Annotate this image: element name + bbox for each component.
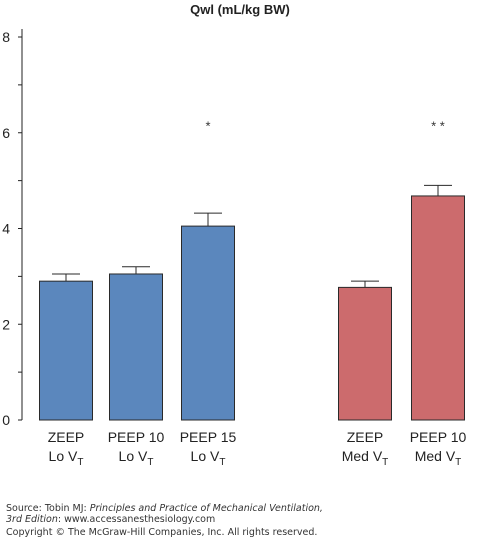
copyright-line: Copyright © The McGraw-Hill Companies, I… bbox=[6, 527, 317, 538]
edition-url: : www.accessanesthesiology.com bbox=[57, 514, 216, 525]
category-label: ZEEP bbox=[347, 429, 384, 445]
error-bars bbox=[52, 184, 452, 288]
bar bbox=[39, 280, 93, 421]
y-tick-label: 2 bbox=[2, 316, 10, 332]
source-line: Source: Tobin MJ: Principles and Practic… bbox=[6, 503, 323, 514]
copyright: Copyright © The McGraw-Hill Companies, I… bbox=[6, 527, 318, 538]
bar bbox=[338, 286, 392, 421]
category-sublabel: Lo VT bbox=[49, 448, 84, 468]
edition-line: 3rd Edition: www.accessanesthesiology.co… bbox=[6, 514, 215, 525]
category-sublabel: Med VT bbox=[342, 448, 389, 468]
source-prefix: Source: Tobin MJ: bbox=[6, 503, 90, 514]
bar bbox=[411, 195, 465, 421]
category-label: PEEP 15 bbox=[180, 429, 237, 445]
y-axis: 0 2 4 6 8 bbox=[2, 29, 23, 428]
bar bbox=[181, 225, 235, 421]
y-tick-label: 8 bbox=[2, 29, 10, 45]
chart: Qwl (mL/kg BW) 0 2 4 6 8 * * * ZEEP Lo VT PEEP … bbox=[2, 2, 467, 468]
y-tick-label: 6 bbox=[2, 125, 10, 141]
y-tick-label: 0 bbox=[2, 412, 10, 428]
chart-title: Qwl (mL/kg BW) bbox=[190, 2, 290, 17]
category-label: PEEP 10 bbox=[108, 429, 165, 445]
x-axis-labels: ZEEP Lo VT PEEP 10 Lo VT PEEP 15 Lo VT ZEEP Med… bbox=[48, 429, 467, 468]
bars bbox=[39, 195, 465, 421]
significance-marker: * * bbox=[431, 118, 445, 133]
category-sublabel: Lo VT bbox=[191, 448, 226, 468]
category-label: ZEEP bbox=[48, 429, 85, 445]
category-sublabel: Lo VT bbox=[119, 448, 154, 468]
edition: 3rd Edition bbox=[6, 514, 58, 525]
source-title: Principles and Practice of Mechanical Ve… bbox=[89, 503, 323, 514]
y-tick-label: 4 bbox=[2, 221, 10, 237]
annotations: * * * bbox=[205, 118, 444, 133]
significance-marker: * bbox=[205, 118, 210, 133]
category-sublabel: Med VT bbox=[415, 448, 462, 468]
category-label: PEEP 10 bbox=[410, 429, 467, 445]
bar bbox=[109, 273, 163, 421]
